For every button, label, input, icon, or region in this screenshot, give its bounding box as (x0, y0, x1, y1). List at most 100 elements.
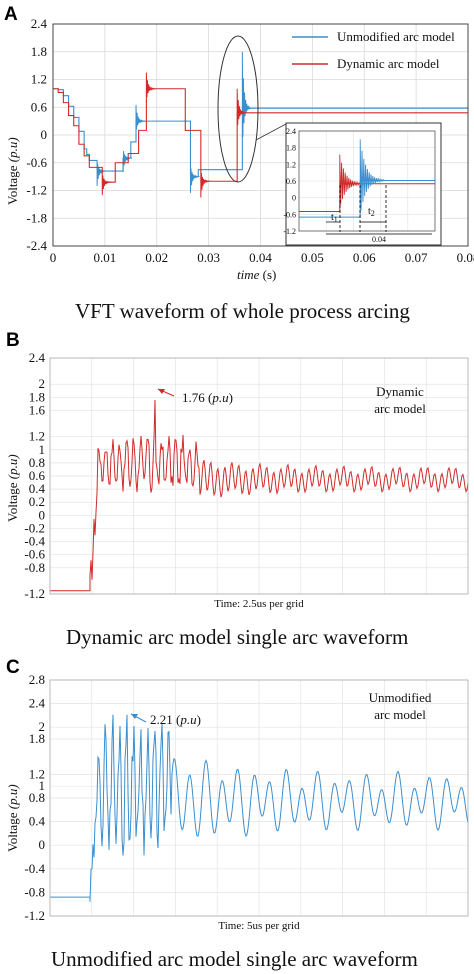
zoom-ellipse (217, 35, 259, 183)
inset-y-tick: -1.2 (283, 227, 296, 236)
panel-a-x-tick: 0.07 (405, 250, 428, 265)
panel-b-caption: Dynamic arc model single arc waveform (66, 625, 408, 649)
panel-b-legend-line2: arc model (374, 401, 426, 416)
panel-b-label: B (6, 330, 20, 351)
panel-c-peak-label: 2.21 (p.u) (150, 712, 201, 727)
panel-c-y-tick: 0 (39, 837, 46, 852)
panel-c-y-tick: 0.4 (29, 814, 46, 829)
panel-c-label: C (6, 657, 20, 678)
panel-c-y-axis-label: Voltage (p.u) (5, 784, 20, 852)
panel-b-y-tick: -0.6 (24, 547, 45, 562)
panel-a-y-tick: 1.2 (31, 72, 47, 87)
panel-b-y-tick: -0.8 (24, 560, 45, 575)
panel-c-x-axis-label: Time: 5us per grid (218, 920, 300, 932)
legend-unmodified-label: Unmodified arc model (337, 29, 455, 44)
inset-unmodified-oscillation (359, 139, 385, 211)
panel-a-y-ticks: 2.4 1.8 1.2 0.6 0 -0.6 -1.2 -1.8 -2.4 (26, 16, 47, 253)
zoom-connector (255, 123, 287, 141)
inset-y-tick: 1.8 (286, 144, 296, 153)
panel-b-y-tick: -0.2 (24, 520, 45, 535)
panel-b-y-tick: 0.2 (29, 494, 45, 509)
panel-c-legend-line1: Unmodified (369, 690, 432, 705)
inset-t2-label: t2 (368, 206, 375, 218)
panel-b-y-tick: 0.4 (29, 481, 46, 496)
panel-c-y-tick: 2.4 (29, 696, 46, 711)
panel-b-y-tick: 1 (39, 442, 46, 457)
panel-b-y-tick: 0.6 (29, 468, 46, 483)
panel-b-y-tick: 1.8 (29, 389, 45, 404)
inset-unmodified-line (299, 179, 435, 218)
panel-b-y-tick: -0.4 (24, 534, 45, 549)
inset-plot-frame (298, 130, 436, 232)
panel-a-series-1-spike (145, 72, 156, 97)
inset-y-ticks: 2.4 1.8 1.2 0.6 0 -0.6 -1.2 (283, 127, 296, 236)
panel-b-y-ticks: 2.421.81.61.210.80.60.40.20-0.2-0.4-0.6-… (24, 350, 45, 601)
panel-a-series-0-spike (96, 163, 107, 186)
panel-a-series-0-spike (241, 51, 252, 137)
panel-b-y-tick: 2 (39, 376, 46, 391)
inset-y-tick: 0 (292, 194, 296, 203)
panel-a-y-tick: -1.8 (26, 210, 47, 225)
panel-c-waveform (50, 714, 469, 902)
panel-c-y-tick: 0.8 (29, 790, 45, 805)
panel-c-plot-frame (49, 679, 469, 917)
panel-a-y-tick: -2.4 (26, 238, 47, 253)
panel-b-plot-frame (49, 357, 469, 595)
panel-c-y-tick: -1.2 (24, 908, 45, 923)
inset-span-label: 0.04 (372, 235, 386, 244)
panel-a-x-tick: 0.04 (249, 250, 272, 265)
panel-a-x-tick: 0 (50, 250, 57, 265)
panel-b-peak-arrowhead (158, 389, 165, 394)
panel-a-series-0-spike (189, 168, 200, 193)
panel-b-waveform (50, 399, 469, 592)
panel-a-series (53, 51, 469, 198)
panel-c-y-tick: 2.8 (29, 672, 45, 687)
inset-y-tick: 0.6 (286, 177, 296, 186)
panel-a-series-0-spike (135, 104, 146, 130)
panel-b-legend-line1: Dynamic (376, 384, 424, 399)
panel-b-y-axis-label: Voltage (p.u) (5, 454, 20, 522)
panel-c-y-tick: 1.8 (29, 731, 45, 746)
panel-a-series-1-spike (200, 173, 210, 198)
panel-a-x-ticks: 0 0.01 0.02 0.03 0.04 0.05 0.06 0.07 0.08 (50, 250, 474, 265)
panel-c-legend-line2: arc model (374, 707, 426, 722)
panel-a-y-axis-label: Voltage (p.u) (5, 137, 20, 205)
panel-a-y-tick: 1.8 (31, 44, 47, 59)
panel-a-y-tick: 0.6 (31, 99, 48, 114)
panel-c-peak-arrowhead (131, 714, 138, 719)
panel-a-series-1-spike (101, 175, 112, 196)
panel-a-series-0-spike (122, 151, 133, 173)
panel-a-x-tick: 0.08 (457, 250, 474, 265)
panel-c-y-tick: -0.8 (24, 884, 45, 899)
panel-c-y-tick: 1 (39, 778, 46, 793)
panel-a-y-tick: -0.6 (26, 155, 47, 170)
panel-a-x-tick: 0.06 (353, 250, 376, 265)
panel-a-caption: VFT waveform of whole process arcing (75, 299, 410, 323)
panel-b-peak-label: 1.76 (p.u) (182, 390, 233, 405)
panel-b-y-tick: 1.6 (29, 402, 46, 417)
panel-b-y-tick: -1.2 (24, 586, 45, 601)
panel-a-inset: 2.4 1.8 1.2 0.6 0 -0.6 -1.2 t1 t2 0.04 (283, 122, 442, 246)
inset-y-tick: -0.6 (283, 210, 296, 219)
panel-c-y-tick: 2 (39, 719, 46, 734)
panel-a-legend: Unmodified arc model Dynamic arc model (292, 29, 455, 71)
inset-y-tick: 2.4 (286, 127, 296, 136)
panel-a-plot-frame (52, 23, 469, 247)
panel-a-x-tick: 0.02 (145, 250, 168, 265)
panel-c-y-tick: 1.2 (29, 766, 45, 781)
panel-a-x-axis-label: time (s) (237, 267, 276, 282)
panel-c-y-ticks: 2.8 2.4 21.8 1.210.8 0.4 0 -0.4 -0.8 -1.2 (24, 672, 45, 923)
inset-t1-label: t1 (331, 212, 338, 224)
panel-a-x-tick: 0.03 (197, 250, 220, 265)
panel-a-y-tick: -1.2 (26, 183, 47, 198)
legend-dynamic-label: Dynamic arc model (337, 56, 440, 71)
panel-c-y-tick: -0.4 (24, 861, 45, 876)
panel-a-series-1-spike (236, 88, 247, 126)
inset-y-tick: 1.2 (286, 160, 296, 169)
panel-a-y-tick: 0 (41, 127, 48, 142)
panel-b-y-tick: 1.2 (29, 429, 45, 444)
panel-b-y-tick: 2.4 (29, 350, 46, 365)
panel-a-y-tick: 2.4 (31, 16, 48, 31)
panel-b-y-tick: 0.8 (29, 455, 45, 470)
